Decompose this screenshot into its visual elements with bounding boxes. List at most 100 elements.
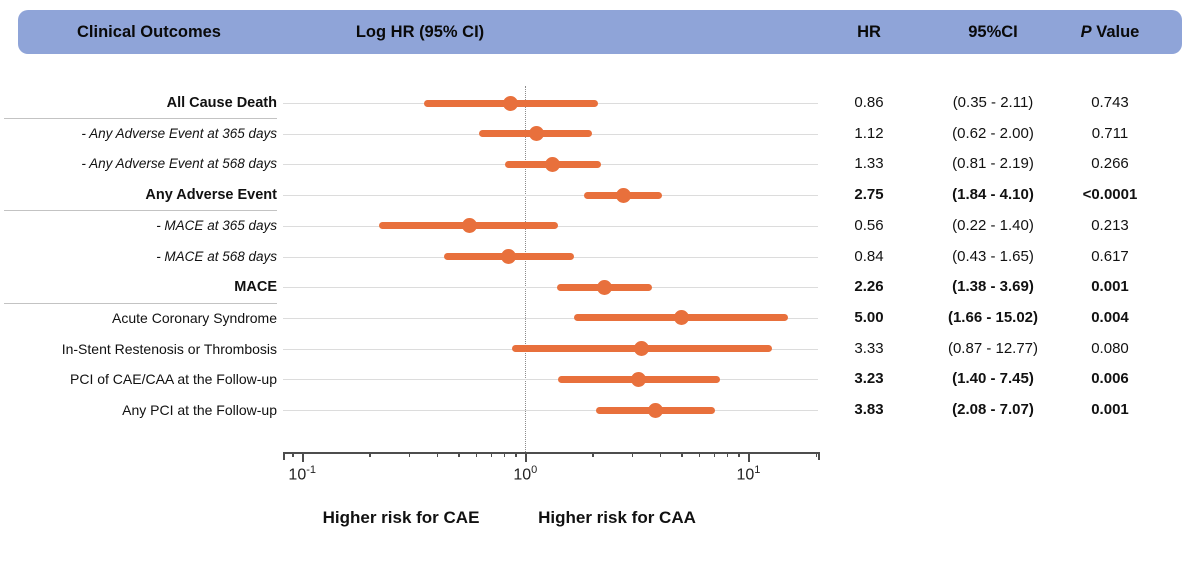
outcome-label: PCI of CAE/CAA at the Follow-up [70, 371, 277, 388]
axis-minor-tick [713, 452, 716, 457]
hr-value: 3.33 [854, 339, 884, 357]
axis-minor-tick [815, 452, 818, 457]
group-separator-line [4, 210, 277, 212]
p-value: 0.001 [1091, 401, 1129, 418]
p-value: 0.743 [1091, 94, 1129, 111]
header-p-value: P Value [1040, 10, 1180, 54]
ci-value: (0.81 - 2.19) [952, 155, 1034, 173]
outcome-label: Any PCI at the Follow-up [122, 402, 277, 418]
group-separator-line [4, 302, 277, 304]
axis-minor-tick [698, 452, 701, 457]
axis-minor-tick [475, 452, 478, 457]
outcome-label: In-Stent Restenosis or Thrombosis [61, 340, 277, 357]
header-p-italic: P [1080, 23, 1092, 41]
hr-point-marker [503, 95, 519, 111]
hr-value: 1.33 [854, 155, 884, 173]
axis-minor-tick [631, 452, 634, 457]
header-hr: HR [857, 23, 881, 41]
ci-value: (1.66 - 15.02) [947, 308, 1039, 326]
ci-value: (0.22 - 1.40) [952, 216, 1034, 234]
row-guide-line [283, 287, 818, 289]
axis-minor-tick [408, 452, 411, 457]
axis-minor-tick [592, 452, 594, 457]
hr-point-marker [673, 310, 689, 326]
axis-minor-tick [490, 452, 493, 457]
row-guide-line [283, 379, 818, 381]
axis-end-cap [818, 452, 820, 460]
ci-value: (0.35 - 2.11) [952, 94, 1034, 111]
axis-caption-higher-risk-caa: Higher risk for CAA [538, 508, 696, 527]
outcome-label: Acute Coronary Syndrome [112, 309, 277, 326]
hr-point-marker [647, 402, 663, 418]
axis-minor-tick [726, 452, 729, 457]
axis-tick-label: 100 [513, 464, 538, 484]
axis-minor-tick [515, 452, 517, 457]
axis-minor-tick [369, 452, 371, 457]
p-value: 0.001 [1091, 278, 1129, 296]
hr-value: 0.56 [854, 216, 884, 234]
ci-value: (0.43 - 1.65) [952, 247, 1034, 265]
outcome-label: - MACE at 568 days [156, 248, 277, 264]
row-guide-line [283, 317, 818, 319]
axis-major-tick [748, 452, 750, 462]
table-header-band: Clinical Outcomes Log HR (95% CI) HR 95%… [18, 10, 1182, 54]
ci-value: (2.08 - 7.07) [952, 401, 1034, 418]
axis-tick-label: 10-1 [288, 464, 316, 484]
p-value: 0.266 [1091, 155, 1129, 173]
outcome-label: - Any Adverse Event at 568 days [81, 156, 277, 172]
hr-value: 3.83 [854, 401, 884, 418]
hr-value: 3.23 [854, 370, 884, 388]
hr-point-marker [634, 341, 650, 357]
ci-value: (1.84 - 4.10) [952, 186, 1034, 204]
p-value: 0.004 [1091, 308, 1129, 326]
header-p-rest: Value [1091, 23, 1140, 41]
row-guide-line [283, 410, 818, 411]
axis-end-cap [283, 452, 285, 460]
reference-line-hr-1 [525, 86, 527, 452]
hr-value: 1.12 [854, 124, 884, 142]
header-clinical-outcomes: Clinical Outcomes [77, 23, 221, 41]
ci-value: (0.62 - 2.00) [952, 124, 1034, 142]
p-value: <0.0001 [1082, 186, 1138, 204]
header-95ci: 95%CI [968, 23, 1018, 41]
hr-value: 5.00 [854, 308, 884, 326]
hr-point-marker [631, 371, 647, 387]
p-value: 0.617 [1091, 247, 1129, 265]
hr-point-marker [615, 187, 631, 203]
hr-value: 2.26 [854, 278, 884, 296]
header-log-hr: Log HR (95% CI) [355, 23, 485, 41]
axis-minor-tick [659, 452, 662, 457]
axis-minor-tick [436, 452, 439, 457]
axis-caption-higher-risk-cae: Higher risk for CAE [322, 508, 480, 527]
group-separator-line [4, 118, 277, 120]
axis-minor-tick [738, 452, 740, 457]
outcome-label: - MACE at 365 days [156, 217, 277, 233]
p-value: 0.006 [1091, 370, 1129, 388]
outcome-label: Any Adverse Event [145, 187, 277, 204]
p-value: 0.213 [1091, 216, 1129, 234]
outcome-label: - Any Adverse Event at 365 days [81, 125, 277, 141]
outcome-label: All Cause Death [166, 95, 277, 111]
hr-value: 0.86 [854, 94, 884, 111]
axis-minor-tick [681, 452, 683, 457]
ci-value: (0.87 - 12.77) [947, 339, 1039, 357]
hr-point-marker [461, 218, 477, 234]
outcome-label: MACE [234, 279, 277, 296]
hr-point-marker [528, 126, 544, 142]
p-value: 0.080 [1091, 339, 1129, 357]
p-value: 0.711 [1091, 124, 1129, 142]
hr-point-marker [545, 156, 561, 172]
hr-value: 0.84 [854, 247, 884, 265]
axis-major-tick [525, 452, 527, 462]
ci-value: (1.40 - 7.45) [952, 370, 1034, 388]
ci-value: (1.38 - 3.69) [952, 278, 1034, 296]
hr-point-marker [596, 279, 612, 295]
axis-minor-tick [458, 452, 460, 457]
x-axis-line [283, 452, 819, 454]
row-guide-line [283, 195, 818, 197]
axis-minor-tick [292, 452, 294, 457]
hr-value: 2.75 [854, 186, 884, 204]
hr-point-marker [500, 249, 516, 264]
axis-minor-tick [503, 452, 506, 457]
